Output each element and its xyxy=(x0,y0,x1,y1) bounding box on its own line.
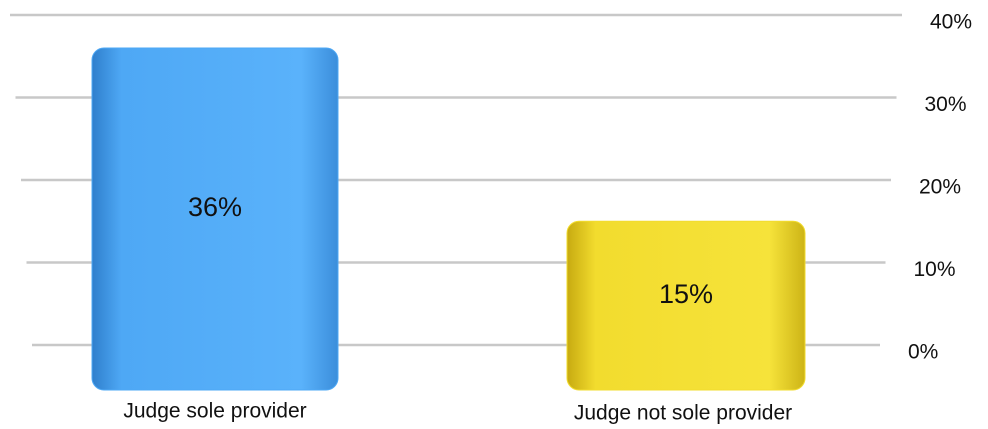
value-label: 15% xyxy=(659,279,713,309)
y-tick-label: 30% xyxy=(925,93,967,116)
y-tick-label: 40% xyxy=(930,11,972,34)
bar xyxy=(91,47,339,391)
y-tick-label: 0% xyxy=(908,341,938,364)
value-label: 36% xyxy=(188,192,242,222)
x-tick-label: Judge sole provider xyxy=(123,400,306,423)
x-tick-label: Judge not sole provider xyxy=(574,402,792,425)
y-tick-label: 20% xyxy=(919,176,961,199)
bar xyxy=(566,220,806,391)
y-tick-label: 10% xyxy=(914,258,956,281)
